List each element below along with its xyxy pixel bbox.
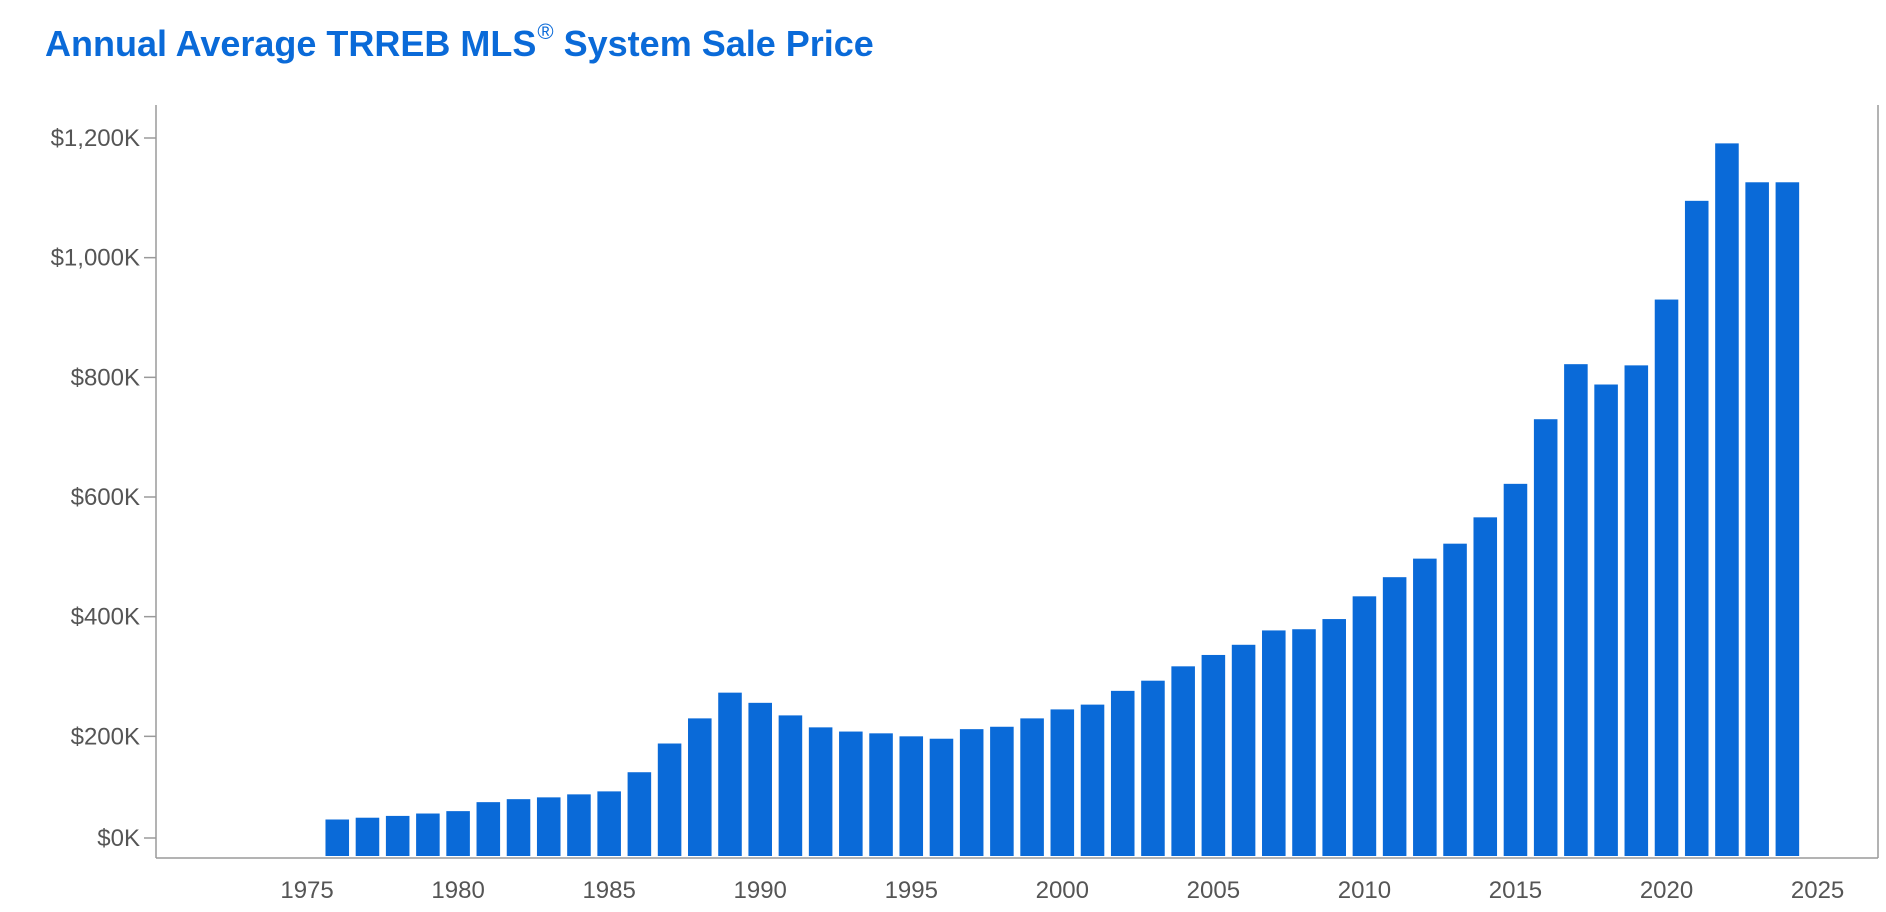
bar-1980 xyxy=(446,811,470,857)
y-tick-label: $0K xyxy=(97,825,140,852)
bar-1989 xyxy=(718,692,742,856)
bar-2011 xyxy=(1382,577,1407,856)
bar-2013 xyxy=(1443,543,1467,856)
x-tick-label: 2005 xyxy=(1187,877,1240,904)
bar-1988 xyxy=(688,718,712,856)
x-axis: 1975 1980 1985 1990 1995 2000 2005 2010 2015 2020… xyxy=(156,105,1879,904)
bar-1999 xyxy=(1020,718,1044,856)
bar-1995 xyxy=(899,736,924,856)
bar-1982 xyxy=(506,799,531,856)
y-tick-label: $600K xyxy=(71,484,140,511)
bar-2023 xyxy=(1745,182,1769,856)
x-tick-label: 1990 xyxy=(734,877,787,904)
y-tick-label: $400K xyxy=(71,604,140,631)
x-tick-label: 1980 xyxy=(431,877,484,904)
bar-1976 xyxy=(325,819,350,856)
bar-1986 xyxy=(627,772,652,856)
bar-1978 xyxy=(385,815,410,856)
x-tick-label: 1975 xyxy=(280,877,333,904)
bar-2022 xyxy=(1715,143,1739,856)
bar-2003 xyxy=(1141,680,1165,856)
bar-2021 xyxy=(1684,200,1709,856)
bar-1997 xyxy=(959,729,984,856)
x-tick-label: 2025 xyxy=(1791,877,1844,904)
bar-2006 xyxy=(1231,644,1256,856)
chart-title-main: Annual Average TRREB MLS xyxy=(45,23,537,64)
bar-2005 xyxy=(1201,654,1226,856)
x-tick-label: 1995 xyxy=(885,877,938,904)
bar-1984 xyxy=(567,794,591,856)
x-tick-label: 1985 xyxy=(582,877,635,904)
bar-2017 xyxy=(1564,364,1588,856)
y-axis: $0K $200K $400K $600K $800K $1,000K $1,200K xyxy=(51,105,157,858)
bar-2015 xyxy=(1503,483,1528,856)
bar-1987 xyxy=(657,743,682,856)
bar-1993 xyxy=(839,731,863,856)
bar-1983 xyxy=(536,797,561,856)
bar-1979 xyxy=(416,813,440,856)
bar-1994 xyxy=(869,733,893,856)
x-tick-label: 2000 xyxy=(1036,877,1089,904)
y-tick-label: $200K xyxy=(71,723,140,750)
y-tick-label: $1,200K xyxy=(51,125,140,152)
bar-2002 xyxy=(1110,690,1135,856)
bar-1977 xyxy=(355,817,380,856)
x-tick-label: 2015 xyxy=(1489,877,1542,904)
bar-2012 xyxy=(1413,558,1437,856)
registered-mark: ® xyxy=(537,19,554,44)
y-tick-label: $800K xyxy=(71,364,140,391)
chart-title: Annual Average TRREB MLS® System Sale Pr… xyxy=(45,10,874,70)
bar-2014 xyxy=(1473,517,1498,856)
bar-1992 xyxy=(808,727,833,856)
x-tick-label: 2020 xyxy=(1640,877,1693,904)
bar-1990 xyxy=(748,702,772,856)
bar-2016 xyxy=(1533,419,1558,856)
bar-1985 xyxy=(597,791,621,856)
bar-2018 xyxy=(1594,384,1618,856)
bar-2020 xyxy=(1654,299,1679,856)
bar-1996 xyxy=(929,738,954,856)
bar-1991 xyxy=(778,715,803,856)
bar-2024 xyxy=(1775,182,1800,856)
bar-2001 xyxy=(1080,704,1105,856)
y-tick-label: $1,000K xyxy=(51,245,140,272)
bars-group xyxy=(325,143,1800,857)
bar-2007 xyxy=(1262,630,1286,856)
bar-2010 xyxy=(1352,596,1377,856)
bar-1998 xyxy=(990,726,1014,856)
chart-title-rest: System Sale Price xyxy=(553,23,874,64)
bar-1981 xyxy=(476,802,501,856)
bar-2004 xyxy=(1171,666,1195,856)
bar-2019 xyxy=(1624,365,1649,856)
bar-2000 xyxy=(1050,709,1075,856)
bar-2009 xyxy=(1322,619,1346,856)
bar-2008 xyxy=(1292,629,1316,856)
x-tick-label: 2010 xyxy=(1338,877,1391,904)
